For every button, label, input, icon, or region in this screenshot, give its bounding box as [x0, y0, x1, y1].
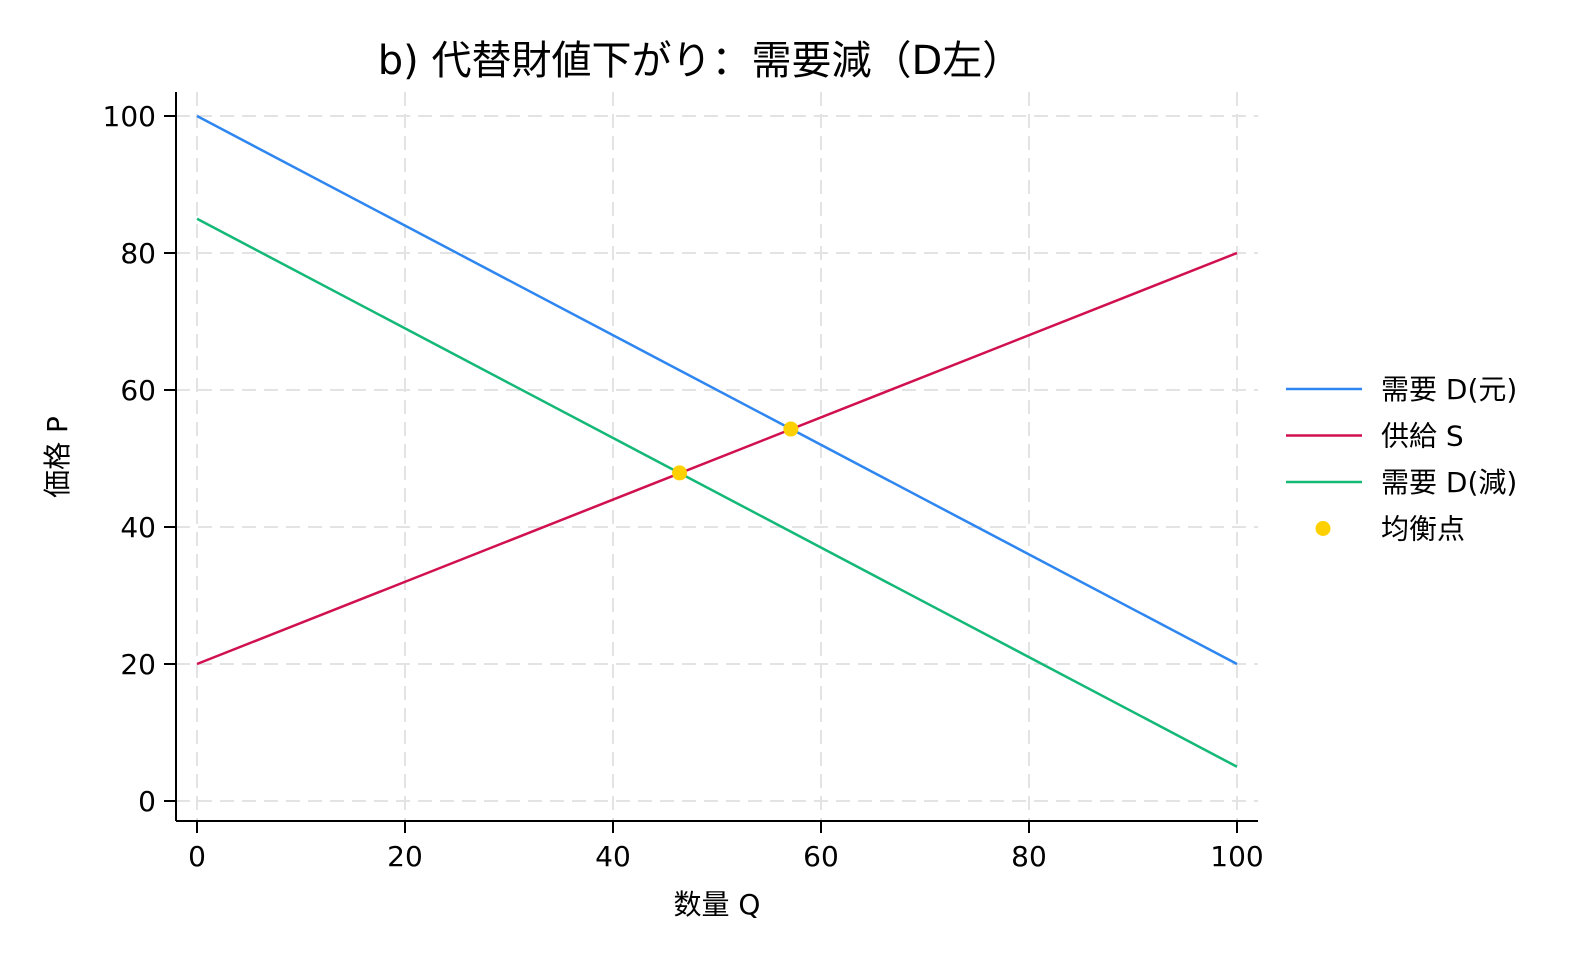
legend: 需要 D(元) 供給 S 需要 D(減) 均衡点: [1286, 373, 1517, 546]
y-tick-label: 100: [103, 100, 156, 133]
grid: [176, 92, 1258, 821]
equilibrium-point: [672, 465, 688, 481]
y-tick-label: 60: [120, 374, 156, 407]
equilibrium-point: [783, 421, 799, 437]
legend-label: 需要 D(減): [1381, 466, 1517, 499]
x-tick-label: 40: [595, 840, 631, 873]
y-ticks: 0 20 40 60 80 100: [103, 100, 176, 818]
legend-label: 均衡点: [1381, 513, 1465, 546]
y-tick-label: 80: [120, 237, 156, 270]
series-line: [196, 114, 1238, 666]
x-axis-label: 数量 Q: [674, 888, 761, 921]
plot-area: [196, 114, 1238, 768]
legend-label: 需要 D(元): [1381, 373, 1517, 406]
y-tick-label: 40: [120, 511, 156, 544]
chart-title: b) 代替財値下がり：需要減（D左）: [378, 38, 1023, 84]
x-ticks: 0 20 40 60 80 100: [188, 821, 1264, 873]
y-axis-label: 価格 P: [41, 416, 74, 498]
x-tick-label: 100: [1210, 840, 1263, 873]
y-tick-label: 20: [120, 648, 156, 681]
x-tick-label: 20: [387, 840, 423, 873]
axes: [175, 92, 1258, 822]
x-tick-label: 80: [1011, 840, 1047, 873]
series-line: [196, 217, 1238, 768]
legend-dot-swatch: [1315, 521, 1331, 536]
series-line: [196, 251, 1238, 666]
legend-label: 供給 S: [1381, 420, 1464, 453]
x-tick-label: 60: [803, 840, 839, 873]
y-tick-label: 0: [138, 785, 156, 818]
x-tick-label: 0: [188, 840, 206, 873]
